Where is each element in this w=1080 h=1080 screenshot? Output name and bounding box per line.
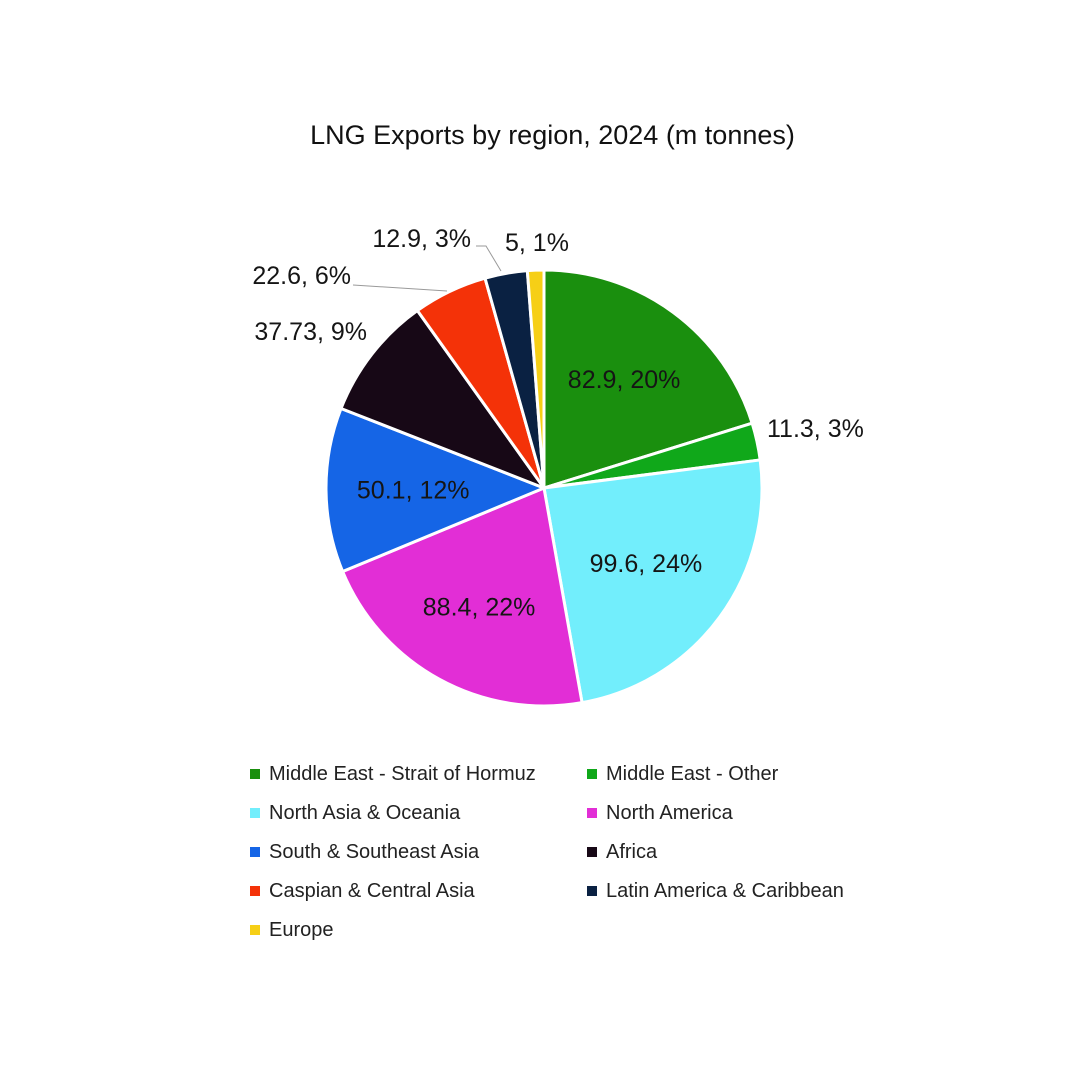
legend-swatch bbox=[250, 769, 260, 779]
legend-label: Latin America & Caribbean bbox=[606, 879, 844, 902]
legend-swatch bbox=[587, 769, 597, 779]
pie-slice-africa bbox=[339, 309, 546, 490]
data-label-middle-east-other: 11.3, 3% bbox=[767, 415, 864, 443]
pie-slice-north-asia-and-oceania bbox=[542, 458, 764, 705]
data-label-south-and-southeast-asia: 50.1, 12% bbox=[357, 476, 470, 504]
legend-item-africa: Africa bbox=[587, 838, 887, 866]
legend-swatch bbox=[250, 847, 260, 857]
legend-item-middle-east-strait-of-hormuz: Middle East - Strait of Hormuz bbox=[250, 760, 587, 788]
legend-swatch bbox=[250, 886, 260, 896]
legend-label: Africa bbox=[606, 840, 658, 863]
legend-item-north-america: North America bbox=[587, 799, 887, 827]
legend-item-south-and-southeast-asia: South & Southeast Asia bbox=[250, 838, 587, 866]
pie-slice-europe bbox=[525, 268, 546, 490]
chart-title: LNG Exports by region, 2024 (m tonnes) bbox=[310, 120, 795, 150]
legend-label: North Asia & Oceania bbox=[269, 801, 461, 824]
leader-line-caspian-and-central-asia bbox=[352, 284, 448, 292]
legend-label: Caspian & Central Asia bbox=[269, 879, 475, 902]
data-label-europe: 5, 1% bbox=[505, 229, 569, 257]
data-label-north-america: 88.4, 22% bbox=[423, 594, 536, 622]
data-label-middle-east-strait-of-hormuz: 82.9, 20% bbox=[568, 366, 681, 394]
data-label-caspian-and-central-asia: 22.6, 6% bbox=[252, 262, 351, 290]
legend-item-europe: Europe bbox=[250, 916, 587, 944]
data-label-latin-america-and-caribbean: 12.9, 3% bbox=[372, 225, 471, 253]
legend-item-latin-america-and-caribbean: Latin America & Caribbean bbox=[587, 877, 887, 905]
pie-slice-middle-east-strait-of-hormuz bbox=[542, 268, 754, 490]
legend-item-middle-east-other: Middle East - Other bbox=[587, 760, 887, 788]
legend-swatch bbox=[587, 808, 597, 818]
pie-slice-north-america bbox=[341, 486, 584, 708]
legend-item-north-asia-and-oceania: North Asia & Oceania bbox=[250, 799, 587, 827]
legend-label: Middle East - Other bbox=[606, 762, 779, 785]
legend-swatch bbox=[587, 886, 597, 896]
legend-swatch bbox=[587, 847, 597, 857]
legend-swatch bbox=[250, 808, 260, 818]
pie-slice-south-and-southeast-asia bbox=[324, 406, 546, 574]
legend-swatch bbox=[250, 925, 260, 935]
data-label-north-asia-and-oceania: 99.6, 24% bbox=[590, 550, 703, 578]
legend-label: Europe bbox=[269, 918, 334, 941]
data-label-africa: 37.73, 9% bbox=[254, 318, 367, 346]
legend-label: Middle East - Strait of Hormuz bbox=[269, 762, 536, 785]
legend-label: North America bbox=[606, 801, 733, 824]
chart-legend: Middle East - Strait of Hormuz Middle Eas… bbox=[250, 760, 890, 944]
legend-item-caspian-and-central-asia: Caspian & Central Asia bbox=[250, 877, 587, 905]
leader-line-latin-america-and-caribbean bbox=[476, 245, 502, 272]
legend-label: South & Southeast Asia bbox=[269, 840, 480, 863]
